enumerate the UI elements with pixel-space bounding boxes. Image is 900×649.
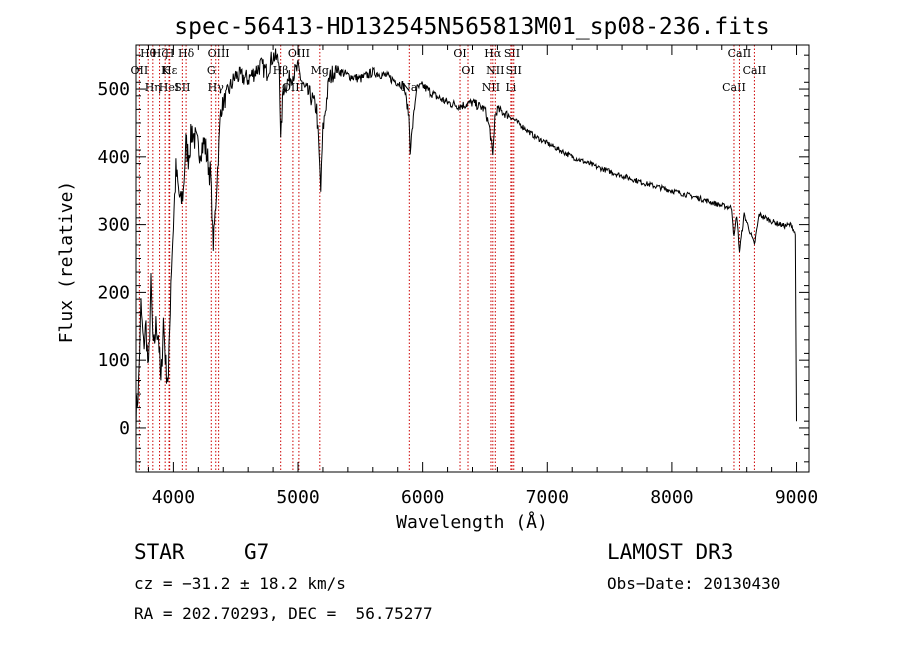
obs-date-text: Obs−Date: 20130430	[607, 574, 781, 593]
x-axis-label: Wavelength (Å)	[396, 511, 548, 533]
cz-text: cz = −31.2 ± 18.2 km/s	[134, 574, 346, 593]
y-tick-label: 0	[119, 418, 130, 439]
spectral-line-label: Mg	[311, 64, 329, 77]
x-tick-label: 7000	[526, 487, 569, 508]
x-tick-label: 6000	[401, 487, 444, 508]
spectral-line-label: Hγ	[208, 81, 225, 94]
x-tick-label: 4000	[152, 487, 195, 508]
spectrum-series	[135, 48, 797, 430]
spectral-line-label: CaII	[743, 64, 767, 77]
y-tick-label: 300	[97, 215, 130, 236]
y-tick-label: 200	[97, 282, 130, 303]
spectral-line-label: NII	[486, 64, 504, 77]
spectral-line-label: Hζ	[152, 47, 168, 60]
spectral-line-label: OIII	[288, 47, 310, 60]
y-tick-label: 400	[97, 147, 130, 168]
spectral-line-markers: HθOIIHηHζKHeIHHεSIIHδGHγOIIIHβOIIIOIIIMg…	[131, 45, 767, 472]
survey-label: LAMOST DR3	[607, 540, 734, 564]
spectral-line-label: CaII	[722, 81, 746, 94]
spectral-line-label: Hδ	[178, 47, 195, 60]
spectrum-line	[135, 48, 797, 430]
spectral-line-label: Hη	[145, 81, 161, 94]
y-tick-label: 500	[97, 79, 130, 100]
subclass-label: G7	[244, 540, 270, 564]
chart-title: spec-56413-HD132545N565813M01_sp08-236.f…	[174, 14, 769, 40]
x-tick-label: 8000	[650, 487, 693, 508]
spectral-line-label: Na	[401, 81, 418, 94]
spectral-line-label: Hε	[162, 64, 178, 77]
plot-frame	[135, 44, 810, 473]
spectral-line-label: SII	[506, 64, 522, 77]
spectral-line-label: OI	[461, 64, 474, 77]
spectral-line-label: G	[207, 64, 216, 77]
axes: 4000 5000 6000 7000 8000 9000 0 100 200 300 400 500	[97, 44, 818, 508]
y-axis-label: Flux (relative)	[56, 181, 77, 344]
spectral-line-label: CaII	[728, 47, 752, 60]
y-tick-label: 100	[97, 350, 130, 371]
spectral-line-label: K	[161, 64, 170, 77]
spectral-line-label: SII	[504, 47, 520, 60]
x-tick-label: 5000	[276, 487, 319, 508]
spectral-line-label: NII	[482, 81, 500, 94]
coords-text: RA = 202.70293, DEC = 56.75277	[134, 604, 433, 623]
spectral-line-label: OI	[453, 47, 466, 60]
spectral-line-label: SII	[174, 81, 190, 94]
spectral-line-label: OII	[131, 64, 149, 77]
spectral-line-label: Hα	[484, 47, 502, 60]
spectral-line-label: Li	[505, 81, 516, 94]
class-label: STAR	[134, 540, 185, 564]
spectral-line-label: Hβ	[273, 64, 289, 77]
spectral-line-label: OIII	[208, 47, 230, 60]
x-tick-label: 9000	[775, 487, 818, 508]
